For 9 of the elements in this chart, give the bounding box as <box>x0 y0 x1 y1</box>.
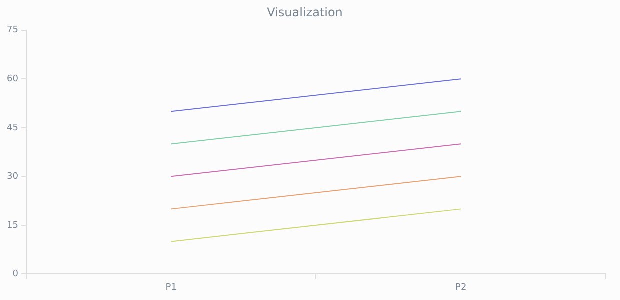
y-tick-label: 75 <box>7 26 18 36</box>
y-tick-label: 60 <box>7 74 19 85</box>
chart-title: Visualization <box>267 5 343 20</box>
y-tick-label: 0 <box>12 270 19 280</box>
x-tick-label: P2 <box>456 282 467 293</box>
y-tick-label: 15 <box>7 220 18 231</box>
y-tick-label: 45 <box>7 123 18 134</box>
y-tick-label: 30 <box>7 172 19 182</box>
x-tick-label: P1 <box>166 282 177 293</box>
